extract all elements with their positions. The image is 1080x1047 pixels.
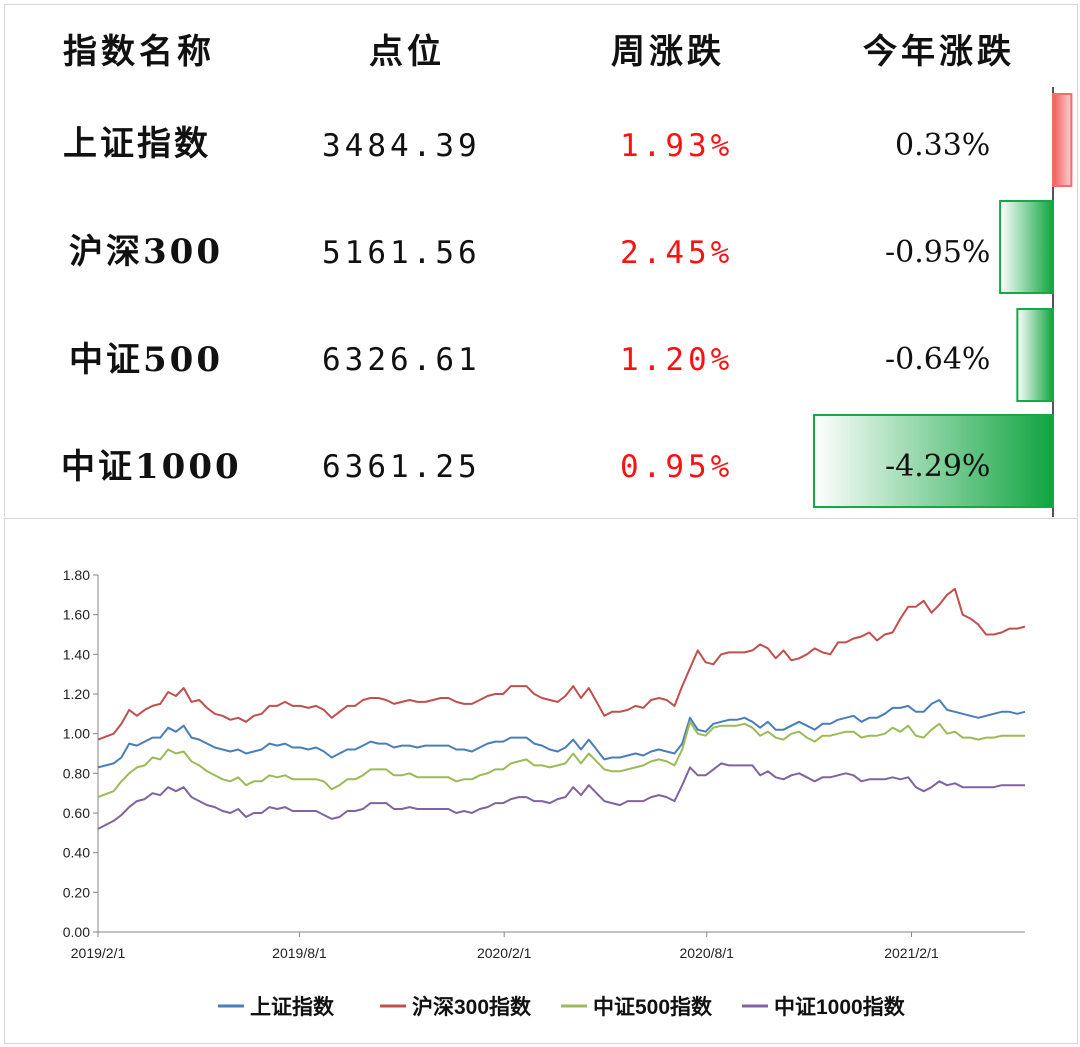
row-ytd-hs300: -0.95% — [885, 235, 991, 270]
x-tick-label: 2019/8/1 — [272, 945, 327, 961]
x-tick-label: 2021/2/1 — [884, 945, 939, 961]
row-points-csi500: 6326.61 — [322, 342, 481, 378]
index-summary-table: 指数名称 点位 周涨跌 今年涨跌 上证指数 3484.39 1.93% 0.33… — [4, 4, 1078, 517]
row-name-csi1000: 中证1000 — [61, 447, 242, 487]
row-name-hs300: 沪深300 — [69, 232, 223, 272]
y-tick-label: 1.80 — [63, 567, 90, 583]
series-line-2 — [97, 587, 1026, 741]
row-ytd-shanghai: 0.33% — [895, 128, 991, 163]
legend-item-4: 中证1000指数 — [742, 996, 906, 1019]
legend-item-3: 中证500指数 — [561, 996, 713, 1019]
row-weekly-hs300: 2.45% — [620, 235, 734, 271]
row-name-csi500: 中证500 — [69, 340, 223, 380]
header-points: 点位 — [369, 32, 445, 72]
row-ytd-csi500: -0.64% — [885, 342, 991, 377]
y-tick-label: 0.80 — [63, 765, 90, 781]
row-weekly-csi500: 1.20% — [620, 342, 734, 378]
row-points-shanghai: 3484.39 — [322, 128, 481, 164]
y-tick-label: 1.60 — [63, 607, 90, 623]
series-line-4 — [97, 762, 1025, 830]
series-line-1 — [97, 699, 1026, 769]
ytd-bar-area — [813, 87, 1073, 517]
row-weekly-csi1000: 0.95% — [620, 449, 734, 485]
y-tick-label: 1.40 — [63, 646, 90, 662]
row-name-shanghai: 上证指数 — [63, 124, 211, 164]
row-weekly-shanghai: 1.93% — [620, 128, 734, 164]
y-tick-label: 0.20 — [63, 884, 90, 900]
legend-label: 沪深300指数 — [412, 995, 532, 1019]
row-points-hs300: 5161.56 — [322, 235, 481, 271]
legend-item-2: 沪深300指数 — [380, 995, 532, 1019]
index-trend-line-chart: 0.00 0.20 0.40 0.60 0.80 1.00 1.20 1.40 1.60 1.80… — [63, 567, 1026, 1019]
index-trend-chart-panel: 0.00 0.20 0.40 0.60 0.80 1.00 1.20 1.40 1.60 1.80… — [4, 518, 1078, 1044]
header-weekly-change: 周涨跌 — [611, 32, 725, 72]
x-tick-label: 2020/2/1 — [477, 945, 532, 961]
y-tick-label: 0.40 — [63, 845, 90, 861]
x-tick-label: 2020/8/1 — [679, 945, 734, 961]
x-tick-label: 2019/2/1 — [71, 945, 126, 961]
y-tick-label: 1.00 — [63, 726, 90, 742]
y-tick-label: 0.00 — [63, 924, 90, 940]
ytd-bar-3 — [1016, 308, 1054, 402]
header-index-name: 指数名称 — [63, 32, 215, 72]
legend-label: 中证1000指数 — [774, 996, 906, 1019]
row-ytd-csi1000: -4.29% — [885, 449, 991, 484]
legend-label: 中证500指数 — [593, 996, 713, 1019]
series-line-3 — [97, 720, 1025, 799]
ytd-bar-4 — [813, 414, 1054, 508]
legend-item-1: 上证指数 — [218, 996, 335, 1019]
y-tick-label: 0.60 — [63, 805, 90, 821]
row-points-csi1000: 6361.25 — [322, 449, 481, 485]
ytd-bar-1 — [1052, 93, 1073, 187]
ytd-bar-2 — [999, 200, 1055, 294]
legend-label: 上证指数 — [250, 996, 335, 1019]
header-ytd-change: 今年涨跌 — [863, 32, 1015, 72]
y-tick-label: 1.20 — [63, 686, 90, 702]
